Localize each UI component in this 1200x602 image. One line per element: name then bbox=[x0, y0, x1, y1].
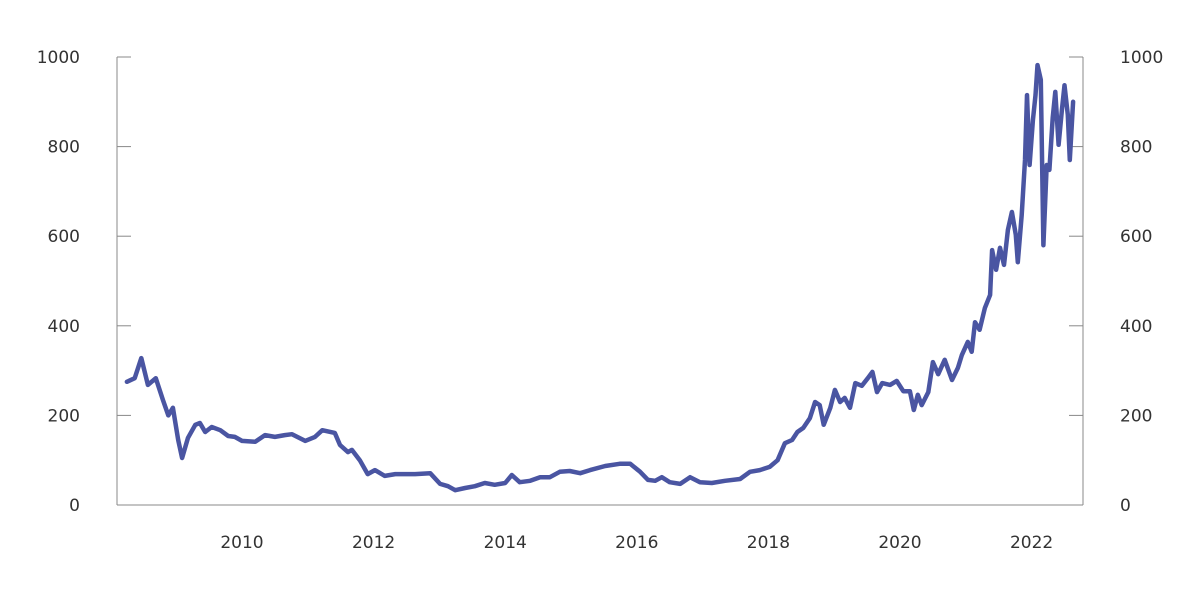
right-y-tick-label: 200 bbox=[1120, 406, 1152, 426]
left-y-tick-label: 400 bbox=[48, 317, 80, 337]
right-y-tick-label: 800 bbox=[1120, 138, 1152, 158]
x-tick-label: 2018 bbox=[747, 533, 790, 553]
tick-labels: 0 0 200 200 400 400 600 600 800 800 1000 1000 2010 20… bbox=[37, 48, 1164, 553]
x-tick-label: 2010 bbox=[220, 533, 263, 553]
left-y-tick-label: 600 bbox=[48, 227, 80, 247]
right-y-tick-label: 0 bbox=[1120, 496, 1131, 516]
left-y-tick-label: 1000 bbox=[37, 48, 80, 68]
x-tick-label: 2016 bbox=[615, 533, 658, 553]
left-y-tick-label: 200 bbox=[48, 406, 80, 426]
right-y-tick-label: 1000 bbox=[1120, 48, 1163, 68]
x-tick-label: 2012 bbox=[352, 533, 395, 553]
right-y-tick-label: 600 bbox=[1120, 227, 1152, 247]
left-y-tick-label: 0 bbox=[69, 496, 80, 516]
x-tick-label: 2022 bbox=[1010, 533, 1053, 553]
axes bbox=[116, 56, 1084, 506]
right-y-tick-label: 400 bbox=[1120, 317, 1152, 337]
x-tick-label: 2020 bbox=[878, 533, 921, 553]
x-tick-label: 2014 bbox=[484, 533, 527, 553]
left-y-tick-label: 800 bbox=[48, 138, 80, 158]
series-line bbox=[124, 62, 1076, 493]
